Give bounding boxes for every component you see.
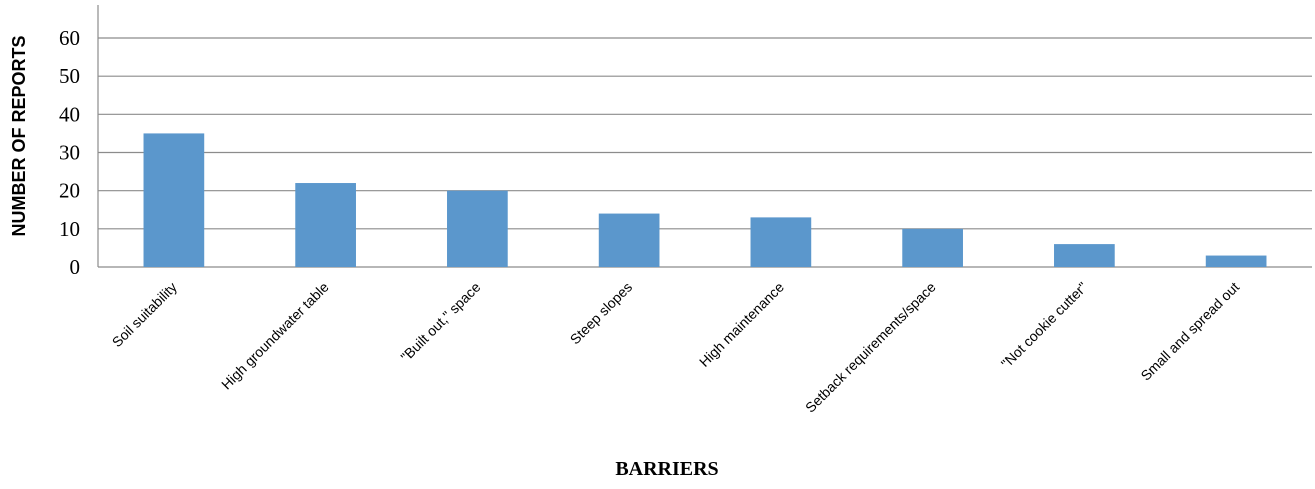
x-tick-label: Soil suitability	[109, 279, 180, 350]
bar	[750, 217, 812, 267]
bar	[295, 183, 356, 267]
y-tick-label: 40	[59, 102, 80, 126]
y-tick-label: 30	[59, 141, 80, 165]
y-tick-label: 20	[59, 179, 80, 203]
y-axis-title: NUMBER OF REPORTS	[9, 35, 29, 236]
bars	[143, 133, 1267, 267]
y-tick-labels: 0 10 20 30 40 50 60	[59, 26, 80, 279]
x-tick-label: "Not cookie cutter"	[998, 279, 1091, 372]
x-tick-label: High groundwater table	[218, 279, 332, 393]
y-tick-label: 60	[59, 26, 80, 50]
y-tick-label: 0	[70, 255, 81, 279]
y-tick-label: 10	[59, 217, 80, 241]
x-tick-label: High maintenance	[696, 279, 787, 370]
axes	[97, 5, 1312, 268]
y-tick-label: 50	[59, 64, 80, 88]
bar	[1054, 244, 1115, 267]
bar	[1205, 255, 1267, 267]
x-tick-label: "Built out," space	[397, 279, 483, 365]
x-tick-label: Steep slopes	[567, 279, 636, 348]
bar	[447, 190, 508, 267]
x-tick-label: Setback requirements/space	[802, 279, 939, 416]
bar	[902, 228, 963, 267]
x-axis-title: BARRIERS	[615, 458, 718, 480]
gridlines	[98, 37, 1312, 230]
bar	[143, 133, 205, 267]
x-tick-labels: Soil suitability High groundwater table "B…	[109, 279, 1243, 416]
bar	[598, 213, 660, 267]
x-tick-label: Small and spread out	[1137, 279, 1242, 384]
